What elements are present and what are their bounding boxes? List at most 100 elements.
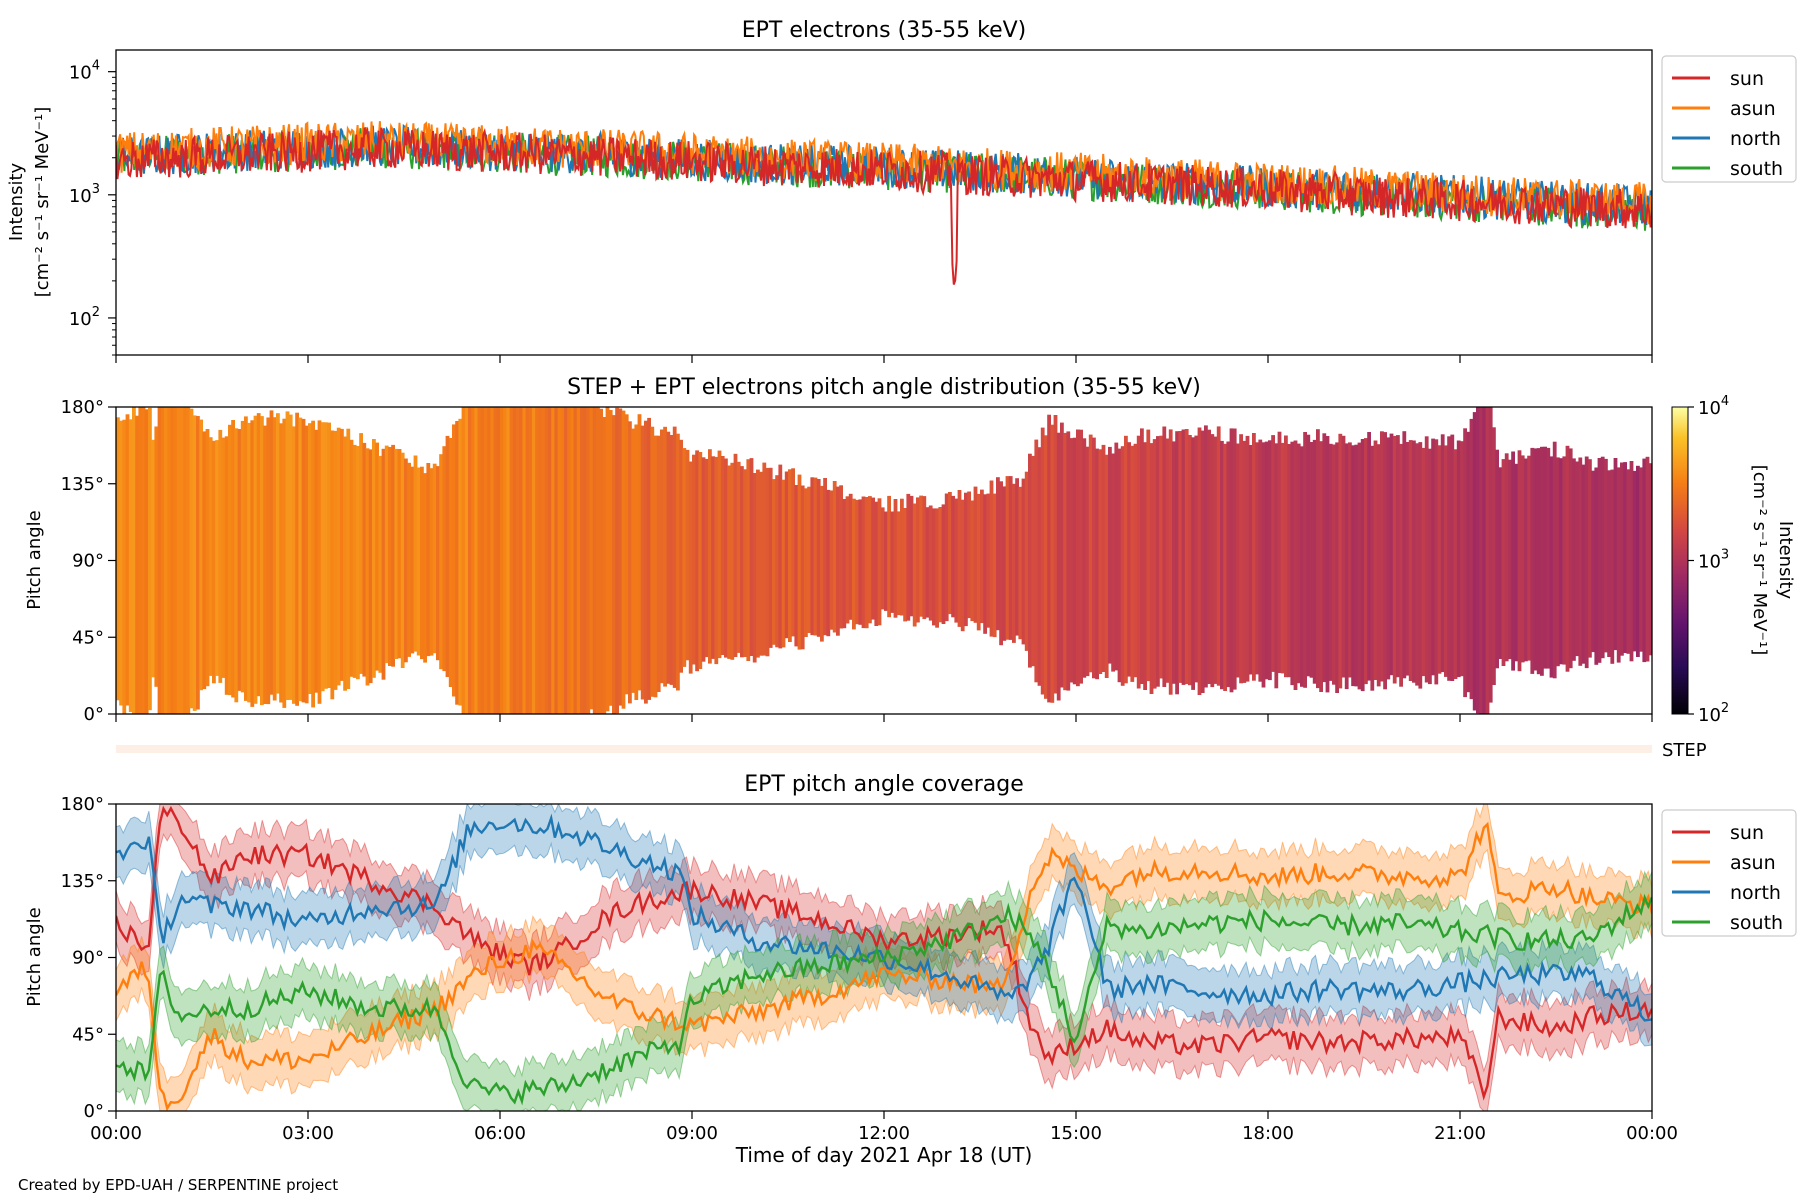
colorbar-label: Intensity <box>1775 521 1796 600</box>
heatmap-cell <box>935 508 939 628</box>
heatmap-cell <box>180 407 184 714</box>
heatmap-cell <box>1392 435 1397 684</box>
heatmap-cell <box>496 407 501 714</box>
colorbar <box>1671 406 1689 715</box>
heatmap-cell <box>586 407 591 714</box>
heatmap-cell <box>410 466 415 654</box>
heatmap-cell <box>1245 435 1250 682</box>
heatmap-cell <box>493 407 498 714</box>
heatmap-cell <box>372 439 376 678</box>
heatmap-cell <box>311 420 315 708</box>
panel3-legend: sun asun north south <box>1661 809 1797 937</box>
heatmap-cell <box>1607 470 1611 657</box>
heatmap-cell <box>621 410 626 709</box>
heatmap-cell <box>1120 446 1125 686</box>
heatmap-cell <box>234 428 239 703</box>
heatmap-cell <box>612 415 616 714</box>
heatmap-cell <box>1200 430 1205 693</box>
heatmap-cell <box>688 461 693 674</box>
heatmap-cell <box>298 417 303 702</box>
heatmap-cell <box>1236 443 1240 678</box>
heatmap-cell <box>1568 448 1573 669</box>
heatmap-cell <box>1152 439 1157 689</box>
heatmap-cell <box>1082 438 1087 678</box>
heatmap-cell <box>800 485 805 650</box>
heatmap-cell <box>1424 436 1429 683</box>
heatmap-cell <box>237 429 242 691</box>
xtick-label: 06:00 <box>474 1123 526 1144</box>
heatmap-cell <box>1268 440 1272 681</box>
heatmap-cell <box>1136 435 1141 689</box>
step-strip-label: STEP <box>1662 740 1707 761</box>
panel3-ylabel: Pitch angle <box>24 907 45 1006</box>
heatmap-cell <box>1536 448 1541 675</box>
heatmap-panel: STEP + EPT electrons pitch angle distrib… <box>24 375 1796 726</box>
heatmap-cell <box>1063 432 1067 691</box>
heatmap-cell <box>788 469 792 642</box>
heatmap-cell <box>1098 449 1103 674</box>
heatmap-cell <box>560 407 565 714</box>
heatmap-cell <box>413 455 418 652</box>
panel2-ytick-label: 45° <box>72 627 104 648</box>
heatmap-cell <box>967 491 971 619</box>
heatmap-cell <box>1239 434 1243 684</box>
heatmap-cell <box>1229 428 1234 693</box>
coverage-band-south <box>116 870 1652 1111</box>
heatmap-cell <box>1348 442 1352 678</box>
heatmap-cell <box>266 417 271 705</box>
heatmap-cell <box>1079 429 1083 684</box>
colorbar-label-group: Intensity [cm⁻² s⁻¹ sr⁻¹ MeV⁻¹] <box>1749 465 1796 656</box>
heatmap-cell <box>1639 467 1643 652</box>
heatmap-cell <box>1396 435 1400 678</box>
heatmap-cell <box>1015 478 1019 636</box>
heatmap-cell <box>1322 433 1327 683</box>
colorbar-units: [cm⁻² s⁻¹ sr⁻¹ MeV⁻¹] <box>1749 465 1770 656</box>
heatmap-cell <box>1370 445 1375 691</box>
heatmap-cell <box>868 496 872 624</box>
heatmap-cell <box>762 462 767 656</box>
heatmap-cell <box>759 471 763 656</box>
heatmap-cell <box>1280 442 1285 674</box>
heatmap-cell <box>535 407 539 714</box>
heatmap-cell <box>1328 443 1333 681</box>
heatmap-cell <box>970 500 975 622</box>
heatmap-cell <box>1024 471 1029 651</box>
heatmap-cell <box>839 485 843 629</box>
heatmap-cell <box>1533 448 1538 671</box>
heatmap-cell <box>637 414 642 691</box>
heatmap-cell <box>128 419 133 712</box>
heatmap-cell <box>685 449 690 661</box>
heatmap-cell <box>1012 483 1016 643</box>
coverage-panel: EPT pitch angle coverage 0° 45° 90° 135° 180… <box>24 772 1797 1167</box>
heatmap-cell <box>346 428 351 689</box>
heatmap-cell <box>810 477 815 636</box>
heatmap-cell <box>1360 439 1365 692</box>
heatmap-cell <box>1210 434 1215 688</box>
heatmap-cell <box>676 433 680 691</box>
heatmap-cell <box>1549 456 1554 678</box>
heatmap-cell <box>317 420 322 704</box>
heatmap-cell <box>1002 486 1007 641</box>
xtick-label: 00:00 <box>1626 1123 1678 1144</box>
heatmap-cell <box>122 419 127 714</box>
heatmap-cell <box>1056 432 1061 701</box>
heatmap-cell <box>1325 436 1330 693</box>
heatmap-cell <box>941 504 946 624</box>
xtick-label: 00:00 <box>90 1123 142 1144</box>
heatmap-cell <box>1383 432 1387 690</box>
heatmap-cell <box>160 407 165 714</box>
heatmap-cell <box>989 480 994 637</box>
heatmap-cell <box>1204 425 1208 688</box>
heatmap-cell <box>1296 443 1301 684</box>
heatmap-cell <box>583 407 587 714</box>
heatmap-cell <box>1565 445 1570 672</box>
heatmap-cell <box>1351 445 1355 687</box>
heatmap-cell <box>176 407 181 714</box>
heatmap-cell <box>692 454 696 665</box>
panel3-title: EPT pitch angle coverage <box>744 772 1024 797</box>
panel3-ytick-label: 90° <box>72 948 104 969</box>
heatmap-cell <box>1466 431 1471 693</box>
intensity-panel: EPT electrons (35-55 keV) 102 103 104 Inte… <box>6 18 1797 363</box>
heatmap-cell <box>426 463 431 657</box>
